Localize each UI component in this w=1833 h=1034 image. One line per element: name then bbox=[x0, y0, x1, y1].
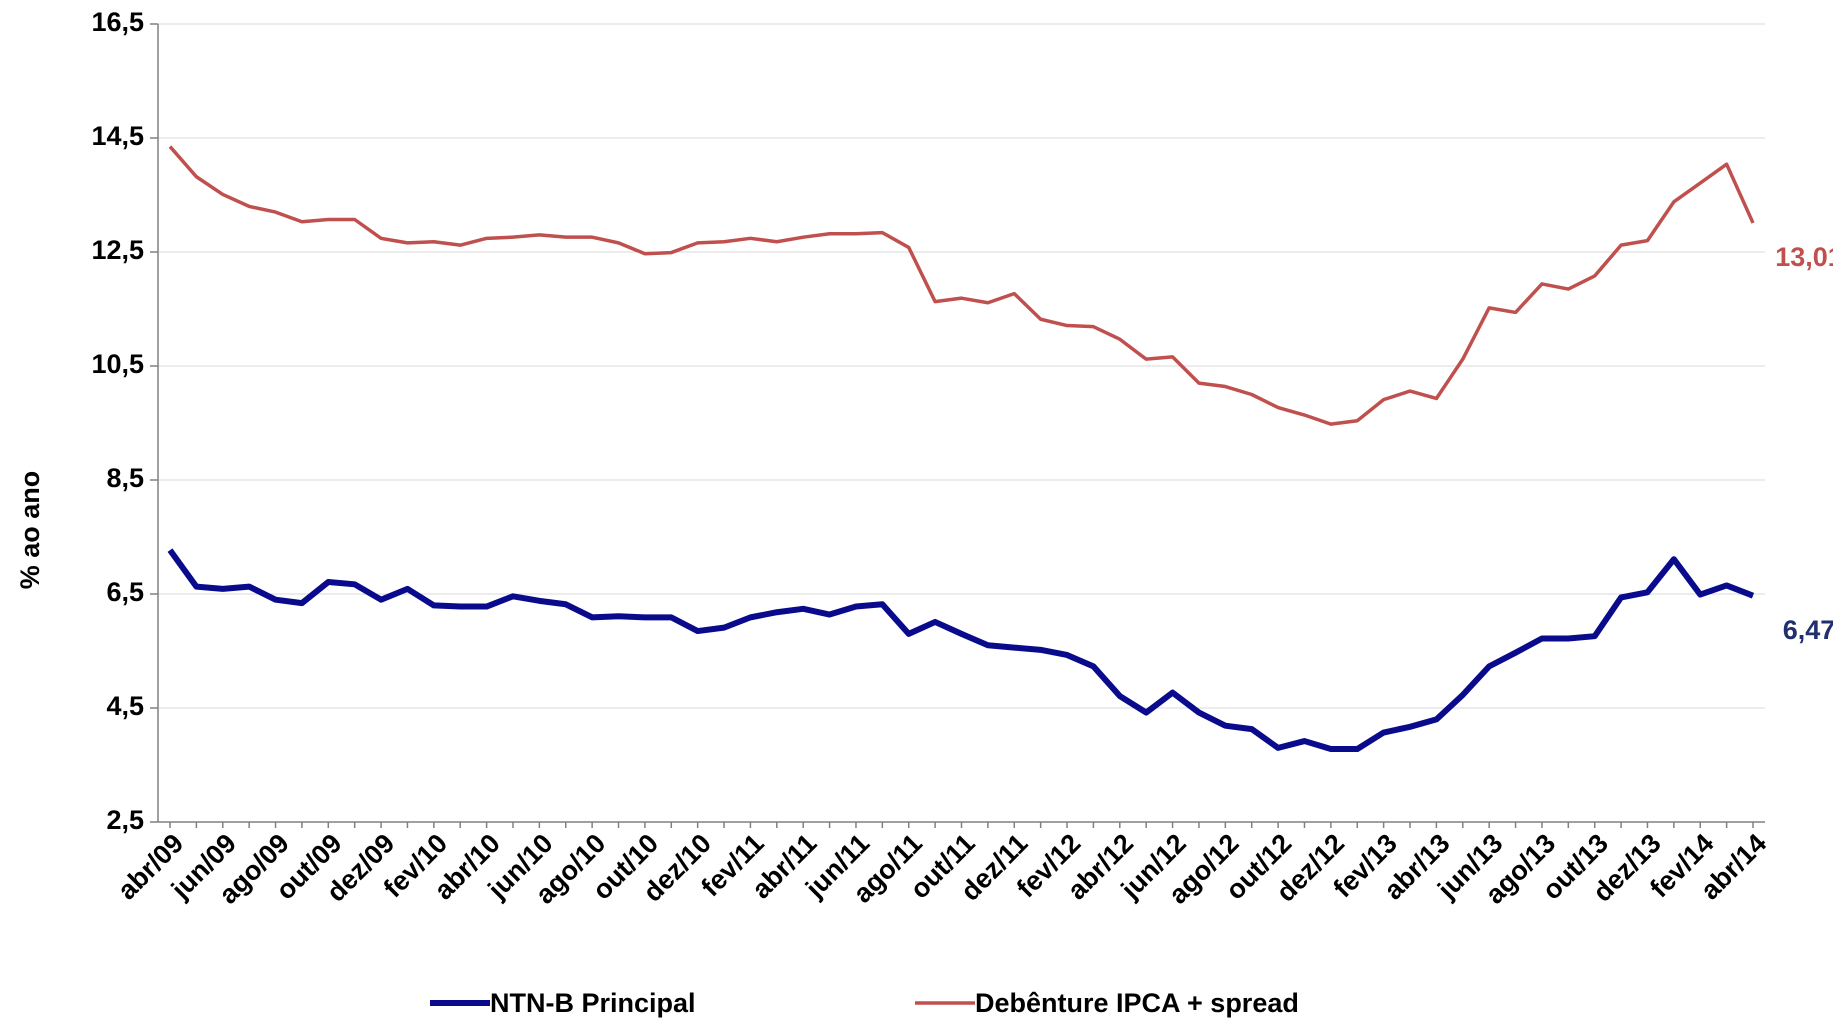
y-tick-label: 14,5 bbox=[91, 121, 144, 151]
series-line bbox=[168, 145, 1755, 426]
series-line bbox=[167, 548, 1755, 753]
y-axis-label: % ao ano bbox=[15, 471, 45, 590]
y-tick-label: 8,5 bbox=[106, 463, 144, 493]
y-tick-label: 16,5 bbox=[91, 7, 144, 37]
y-tick-label: 4,5 bbox=[106, 691, 144, 721]
legend-label: NTN-B Principal bbox=[490, 988, 696, 1018]
y-tick-label: 12,5 bbox=[91, 235, 144, 265]
y-tick-label: 2,5 bbox=[106, 805, 144, 835]
y-tick-label: 6,5 bbox=[106, 577, 144, 607]
y-tick-label: 10,5 bbox=[91, 349, 144, 379]
data-label: 6,47 bbox=[1783, 615, 1833, 645]
legend-label: Debênture IPCA + spread bbox=[975, 988, 1299, 1018]
data-label: 13,01 bbox=[1775, 242, 1833, 272]
